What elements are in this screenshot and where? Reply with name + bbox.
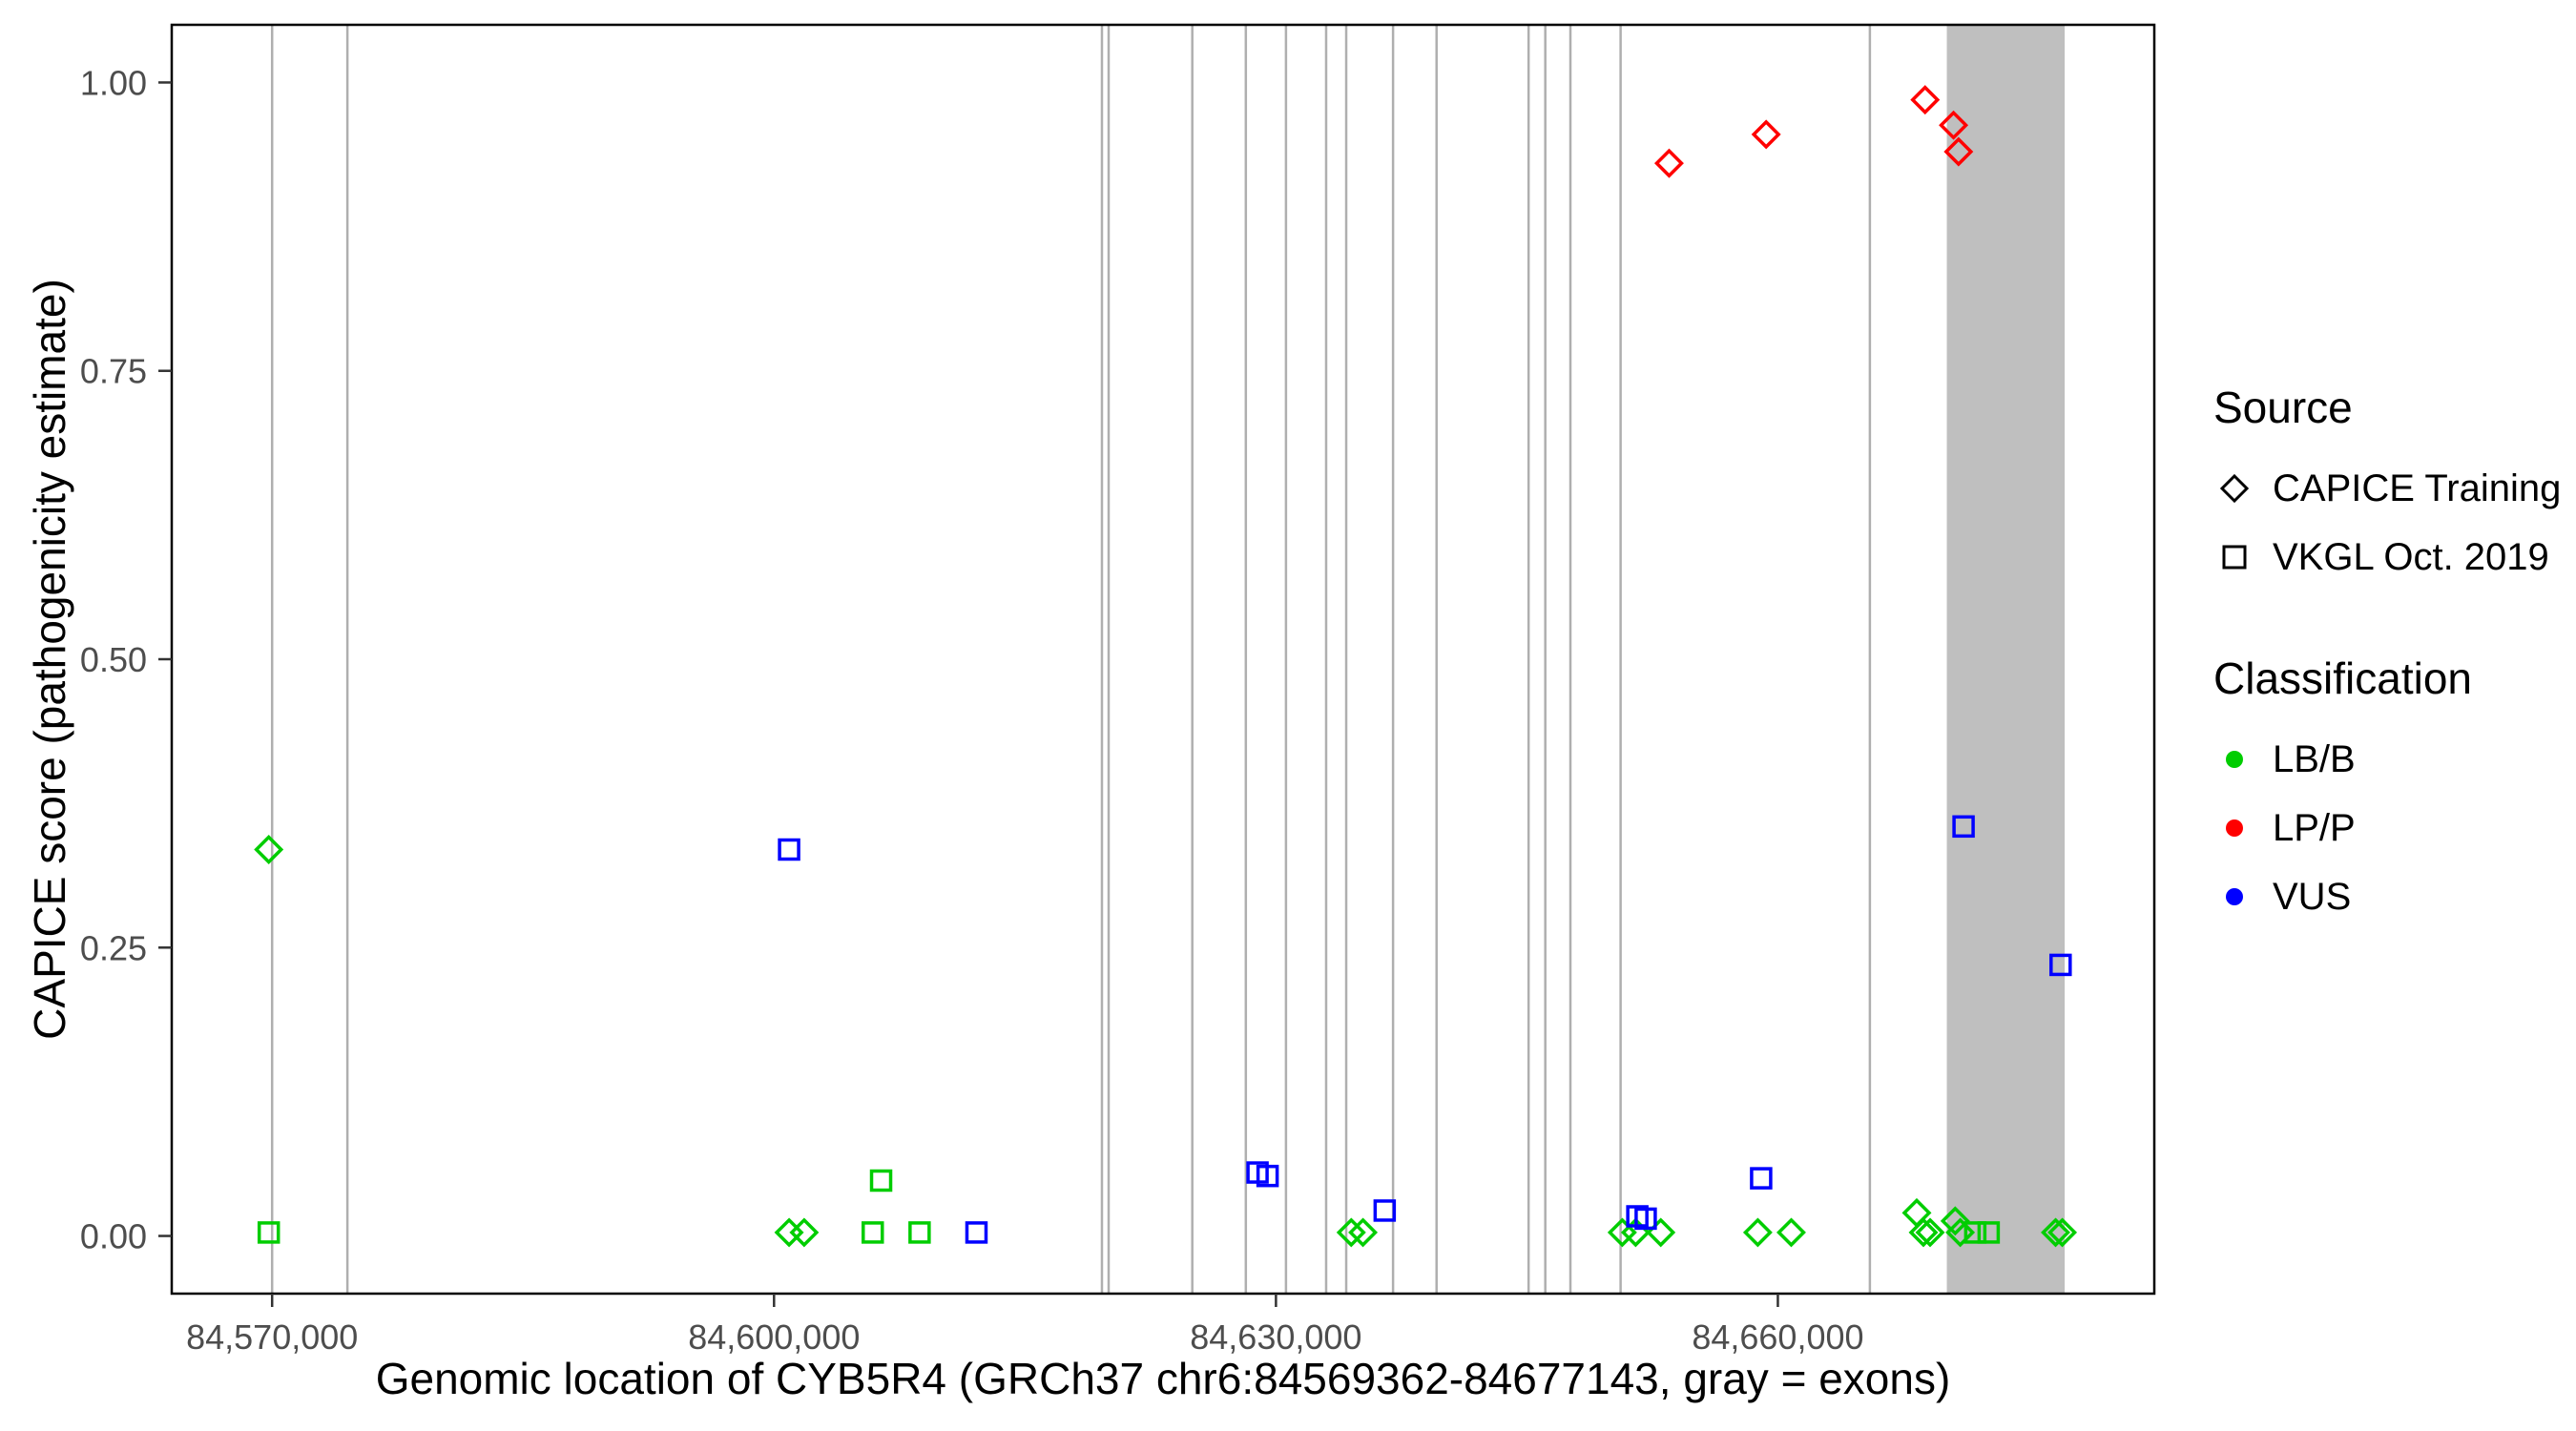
panel-border xyxy=(170,23,2156,1296)
data-point xyxy=(2041,1217,2071,1248)
y-axis-title: CAPICE score (pathogenicity estimate) xyxy=(25,279,74,1040)
open-diamond-icon xyxy=(2219,473,2250,504)
filled-circle-icon xyxy=(2226,819,2243,837)
x-tick-label: 84,570,000 xyxy=(186,1317,358,1357)
data-point xyxy=(965,1221,988,1244)
data-point xyxy=(2049,953,2072,977)
data-point xyxy=(254,835,284,864)
y-tick-label: 0.00 xyxy=(80,1217,147,1256)
data-point xyxy=(1373,1199,1397,1222)
data-point xyxy=(1945,1217,1976,1248)
x-tick-label: 84,630,000 xyxy=(1190,1317,1361,1357)
data-point xyxy=(1336,1217,1366,1248)
data-point xyxy=(1256,1164,1279,1188)
data-point xyxy=(1776,1217,1806,1248)
data-point xyxy=(1939,110,1969,140)
data-point xyxy=(1646,1217,1676,1248)
x-axis-title: Genomic location of CYB5R4 (GRCh37 chr6:… xyxy=(375,1354,1951,1403)
data-point xyxy=(1607,1217,1637,1248)
legend-item-capice-training: CAPICE Training xyxy=(2213,454,2561,523)
legend-label: VKGL Oct. 2019 xyxy=(2273,535,2549,578)
data-point xyxy=(774,1217,804,1248)
data-point xyxy=(1952,815,1975,839)
data-point xyxy=(2047,1217,2078,1248)
data-point xyxy=(1977,1221,2001,1244)
data-point xyxy=(869,1169,893,1192)
data-point xyxy=(1751,119,1781,150)
x-tick-label: 84,600,000 xyxy=(688,1317,860,1357)
data-point xyxy=(1634,1207,1657,1231)
data-point xyxy=(1915,1217,1945,1248)
legend-label: LP/P xyxy=(2273,806,2356,849)
data-point xyxy=(1653,148,1684,178)
legend-item-vkgl-oct-2019: VKGL Oct. 2019 xyxy=(2213,523,2561,591)
legend-label: VUS xyxy=(2273,875,2352,918)
filled-circle-icon xyxy=(2226,751,2243,768)
data-point xyxy=(1910,85,1941,115)
y-tick-label: 0.50 xyxy=(80,640,147,679)
data-point xyxy=(1963,1221,1987,1244)
legend-item-lb-b: LB/B xyxy=(2213,725,2561,794)
legend-label: LB/B xyxy=(2273,737,2356,780)
filled-circle-icon xyxy=(2226,888,2243,905)
legend-item-lp-p: LP/P xyxy=(2213,794,2561,862)
legend: Source CAPICE Training VKGL Oct. 2019 Cla… xyxy=(2213,382,2561,931)
y-tick-label: 1.00 xyxy=(80,63,147,102)
data-point xyxy=(257,1221,280,1244)
data-point xyxy=(1940,1206,1970,1236)
data-point xyxy=(862,1221,884,1244)
y-tick-label: 0.75 xyxy=(80,352,147,391)
data-point xyxy=(1750,1167,1773,1190)
x-tick-label: 84,660,000 xyxy=(1692,1317,1863,1357)
exon-band xyxy=(1946,25,2066,1294)
open-square-icon xyxy=(2222,545,2247,570)
y-tick-label: 0.25 xyxy=(80,928,147,967)
legend-classification-title: Classification xyxy=(2213,653,2472,703)
data-point xyxy=(908,1221,931,1244)
legend-label: CAPICE Training xyxy=(2273,467,2562,509)
data-point xyxy=(1943,136,1974,167)
data-point xyxy=(1742,1217,1773,1248)
data-point xyxy=(1348,1217,1379,1248)
legend-source-items: CAPICE Training VKGL Oct. 2019 xyxy=(2213,454,2561,591)
data-point xyxy=(1908,1217,1939,1248)
legend-item-vus: VUS xyxy=(2213,862,2561,931)
legend-source-title: Source xyxy=(2213,383,2353,432)
data-point xyxy=(778,838,800,861)
data-point xyxy=(789,1217,820,1248)
legend-classification-items: LB/B LP/P VUS xyxy=(2213,725,2561,931)
